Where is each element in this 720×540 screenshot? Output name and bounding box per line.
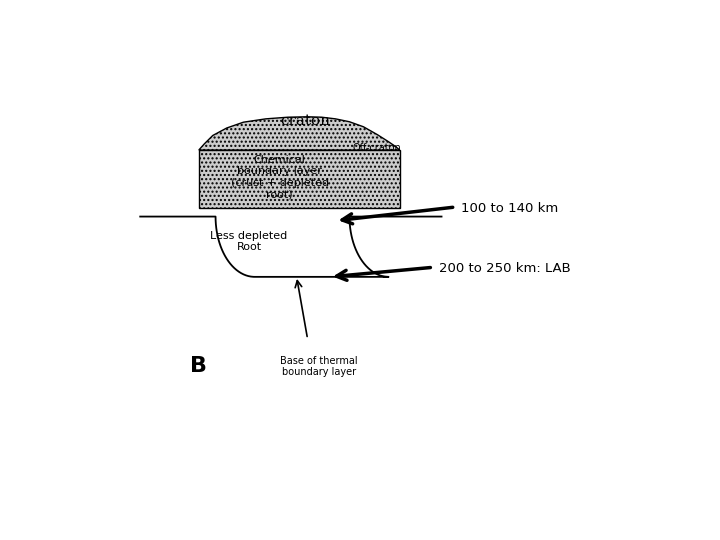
Text: Less depleted
Root: Less depleted Root bbox=[210, 231, 288, 252]
Polygon shape bbox=[199, 117, 400, 150]
Text: Chemical
boundary layer
(crust + depleted
root): Chemical boundary layer (crust + deplete… bbox=[230, 154, 329, 199]
Text: Base of thermal
boundary layer: Base of thermal boundary layer bbox=[280, 356, 358, 377]
Bar bbox=[199, 150, 400, 208]
Text: B: B bbox=[190, 356, 207, 376]
Text: craton: craton bbox=[280, 114, 330, 128]
Text: 200 to 250 km: LAB: 200 to 250 km: LAB bbox=[438, 262, 570, 275]
Text: Off-craton: Off-craton bbox=[353, 143, 402, 153]
Text: 100 to 140 km: 100 to 140 km bbox=[461, 202, 558, 215]
